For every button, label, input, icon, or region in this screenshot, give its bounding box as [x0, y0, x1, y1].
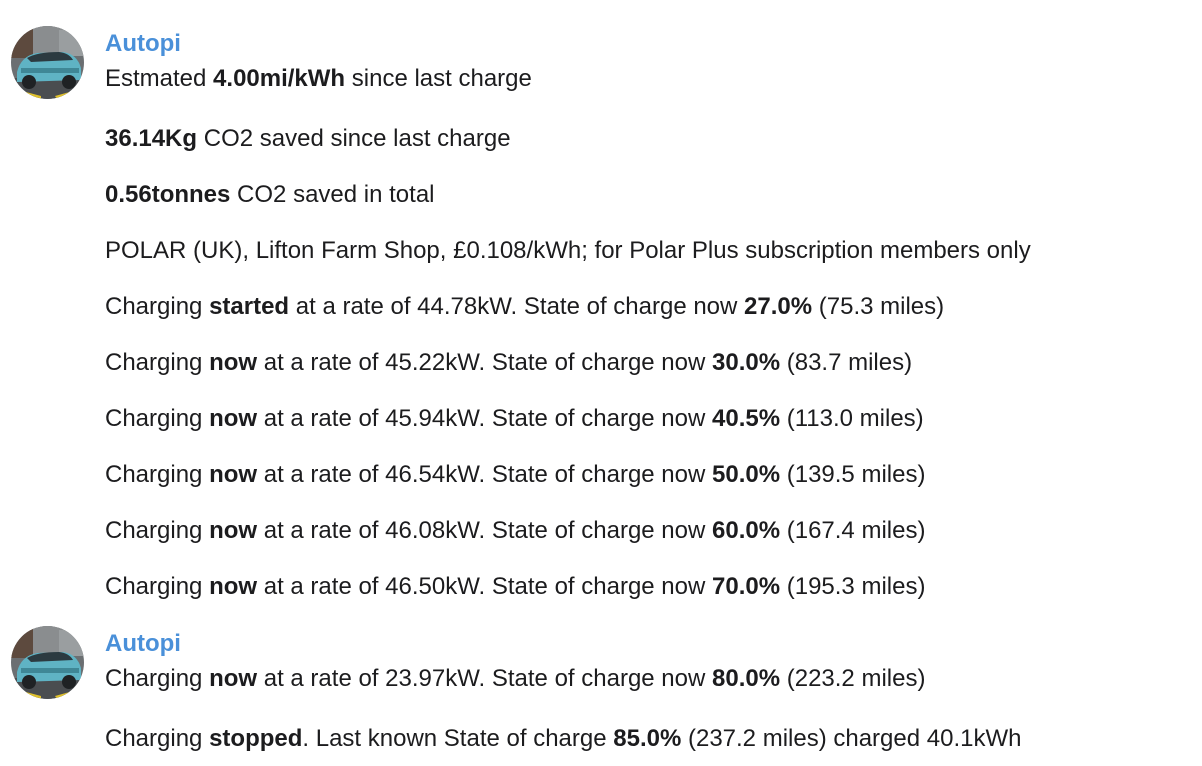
- message-text: Charging: [105, 293, 210, 320]
- sender-avatar[interactable]: [11, 26, 84, 99]
- sender-name[interactable]: Autopi: [105, 630, 181, 657]
- message-charging-40: Charging now at a rate of 45.94kW. State…: [105, 404, 924, 434]
- message-text: at a rate of 46.08kW. State of charge no…: [257, 517, 712, 544]
- message-text: (167.4 miles): [780, 517, 926, 544]
- message-bold-text: now: [209, 573, 258, 600]
- sender-avatar[interactable]: [11, 626, 84, 699]
- message-text: (113.0 miles): [780, 405, 924, 432]
- message-text: Charging: [105, 461, 210, 488]
- message-bold-text: 60.0%: [712, 517, 781, 544]
- message-co2-total: 0.56tonnes CO2 saved in total: [105, 180, 435, 210]
- message-bold-text: now: [209, 665, 258, 692]
- message-bold-text: 70.0%: [712, 573, 781, 600]
- message-text: (195.3 miles): [780, 573, 926, 600]
- message-charging-50: Charging now at a rate of 46.54kW. State…: [105, 460, 925, 490]
- message-text: at a rate of 23.97kW. State of charge no…: [257, 665, 712, 692]
- message-bold-text: 30.0%: [712, 349, 781, 376]
- message-text: (75.3 miles): [812, 293, 945, 320]
- message-efficiency: Estmated 4.00mi/kWh since last charge: [105, 64, 532, 94]
- car-avatar-icon: [11, 626, 84, 699]
- message-text: (83.7 miles): [780, 349, 913, 376]
- message-bold-text: 36.14Kg: [105, 125, 198, 152]
- message-bold-text: 50.0%: [712, 461, 781, 488]
- message-text: Charging: [105, 665, 210, 692]
- message-text: Charging: [105, 573, 210, 600]
- message-charging-80: Charging now at a rate of 23.97kW. State…: [105, 664, 925, 694]
- message-text: Charging: [105, 349, 210, 376]
- message-text: CO2 saved since last charge: [197, 125, 511, 152]
- message-text: Charging: [105, 405, 210, 432]
- message-bold-text: started: [209, 293, 290, 320]
- message-bold-text: now: [209, 517, 258, 544]
- message-bold-text: 40.5%: [712, 405, 781, 432]
- message-charging-stopped: Charging stopped. Last known State of ch…: [105, 724, 1021, 754]
- message-charging-30: Charging now at a rate of 45.22kW. State…: [105, 348, 912, 378]
- message-text: Charging: [105, 517, 210, 544]
- message-text: since last charge: [345, 65, 532, 92]
- message-co2-since-charge: 36.14Kg CO2 saved since last charge: [105, 124, 511, 154]
- message-charger-location: POLAR (UK), Lifton Farm Shop, £0.108/kWh…: [105, 236, 1031, 266]
- message-text: CO2 saved in total: [230, 181, 435, 208]
- message-charging-70: Charging now at a rate of 46.50kW. State…: [105, 572, 925, 602]
- message-text: Charging: [105, 725, 210, 752]
- message-charging-started: Charging started at a rate of 44.78kW. S…: [105, 292, 944, 322]
- message-bold-text: stopped: [209, 725, 303, 752]
- message-text: (237.2 miles) charged 40.1kWh: [681, 725, 1022, 752]
- message-text: (139.5 miles): [780, 461, 926, 488]
- message-bold-text: now: [209, 405, 258, 432]
- message-text: (223.2 miles): [780, 665, 926, 692]
- message-bold-text: 4.00mi/kWh: [213, 65, 346, 92]
- message-text: at a rate of 44.78kW. State of charge no…: [289, 293, 745, 320]
- message-bold-text: 0.56tonnes: [105, 181, 231, 208]
- car-avatar-icon: [11, 26, 84, 99]
- message-charging-60: Charging now at a rate of 46.08kW. State…: [105, 516, 925, 546]
- sender-name[interactable]: Autopi: [105, 30, 181, 57]
- message-bold-text: 80.0%: [712, 665, 781, 692]
- message-bold-text: 27.0%: [744, 293, 813, 320]
- message-text: at a rate of 46.54kW. State of charge no…: [257, 461, 712, 488]
- message-text: . Last known State of charge: [302, 725, 614, 752]
- message-bold-text: 85.0%: [613, 725, 682, 752]
- message-text: at a rate of 45.22kW. State of charge no…: [257, 349, 712, 376]
- message-text: Estmated: [105, 65, 214, 92]
- message-bold-text: now: [209, 349, 258, 376]
- message-bold-text: now: [209, 461, 258, 488]
- message-text: POLAR (UK), Lifton Farm Shop, £0.108/kWh…: [105, 237, 1031, 264]
- message-text: at a rate of 46.50kW. State of charge no…: [257, 573, 712, 600]
- message-text: at a rate of 45.94kW. State of charge no…: [257, 405, 712, 432]
